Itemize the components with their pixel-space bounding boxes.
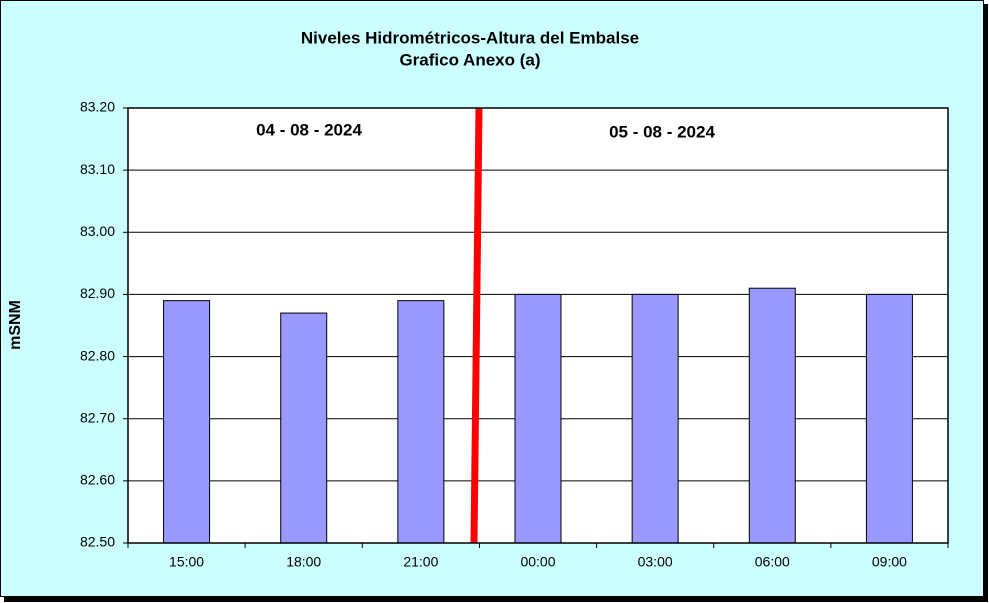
chart-title: Niveles Hidrométricos-Altura del Embalse [301,28,639,47]
x-tick-label: 06:00 [755,554,790,570]
y-tick-label: 82.90 [80,285,115,301]
y-tick-label: 82.50 [80,534,115,550]
bar [514,293,562,544]
bar [163,300,211,544]
y-tick-label: 82.70 [80,409,115,425]
date-annotation: 04 - 08 - 2024 [256,120,362,139]
bar [397,300,445,544]
y-tick-label: 83.10 [80,161,115,177]
y-axis-title: mSNM [7,300,24,350]
x-tick-label: 09:00 [872,554,907,570]
bar [865,293,913,544]
x-tick-label: 03:00 [638,554,673,570]
y-tick-label: 82.60 [80,472,115,488]
x-tick-label: 15:00 [169,554,204,570]
bar [280,312,328,544]
chart-subtitle: Grafico Anexo (a) [399,50,540,69]
y-tick-label: 83.00 [80,223,115,239]
y-tick-label: 82.80 [80,347,115,363]
x-tick-label: 21:00 [403,554,438,570]
bar [748,287,796,544]
bar [631,293,679,544]
day-divider [470,107,483,544]
x-tick-label: 18:00 [286,554,321,570]
date-annotation: 05 - 08 - 2024 [609,122,715,141]
y-tick-label: 83.20 [80,99,115,115]
plot-border [127,107,949,544]
x-tick-label: 00:00 [520,554,555,570]
